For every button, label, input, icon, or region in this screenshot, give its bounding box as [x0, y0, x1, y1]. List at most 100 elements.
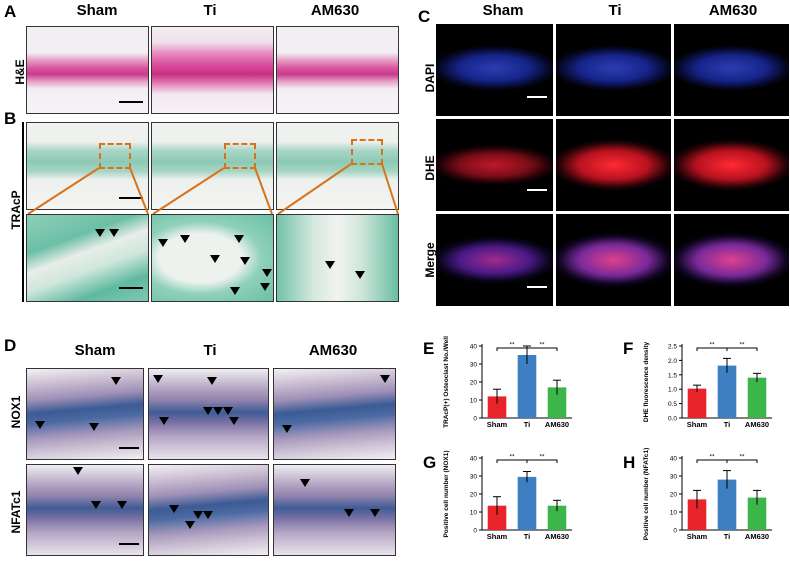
- bar-am630: [547, 505, 567, 530]
- y-tick-label: 0: [473, 528, 477, 535]
- merge-image-ti: [556, 214, 671, 306]
- column-header-sham-a: Sham: [76, 2, 118, 19]
- x-tick-label: Sham: [487, 420, 508, 429]
- x-tick-label: Ti: [724, 532, 731, 541]
- he-image-ti: [151, 26, 274, 114]
- y-tick-label: 0.5: [668, 401, 677, 408]
- column-header-am630-a: AM630: [310, 2, 360, 19]
- significance-label: **: [709, 342, 715, 349]
- y-tick-label: 2.5: [668, 344, 677, 351]
- arrowhead-marker: [109, 229, 119, 237]
- arrowhead-marker: [282, 425, 292, 433]
- column-header-ti-d: Ti: [203, 342, 217, 359]
- nfatc1-image-am630: [273, 464, 396, 556]
- y-tick-label: 0: [473, 416, 477, 423]
- arrowhead-marker: [153, 375, 163, 383]
- dhe-image-ti: [556, 119, 671, 211]
- chart-h: Positive cell number (NFATc1) 0 10 20 30 40 Sh…: [643, 448, 772, 541]
- arrowhead-marker: [111, 377, 121, 385]
- scale-bar: [527, 286, 547, 288]
- x-tick-label: Sham: [487, 532, 508, 541]
- arrowhead-marker: [230, 287, 240, 295]
- column-header-ti-c: Ti: [608, 2, 622, 19]
- y-tick-label: 30: [470, 362, 478, 369]
- arrowhead-marker: [95, 229, 105, 237]
- arrowhead-marker: [370, 509, 380, 517]
- arrowhead-marker: [91, 501, 101, 509]
- arrowhead-marker: [325, 261, 335, 269]
- chart-g: Positive cell number (NOX1) 0 10 20 30 40 Sham…: [443, 450, 572, 541]
- panel-label-b: B: [4, 109, 17, 128]
- arrowhead-marker: [207, 377, 217, 385]
- arrowhead-marker: [180, 235, 190, 243]
- y-axis-label: TRAcP(+) Osteoclast No./Well: [443, 336, 450, 428]
- arrowhead-marker: [234, 235, 244, 243]
- y-tick-label: 30: [670, 474, 678, 481]
- significance-label: **: [739, 454, 745, 461]
- column-header-ti-a: Ti: [203, 2, 217, 19]
- merge-image-sham: [436, 214, 553, 306]
- column-header-sham-c: Sham: [482, 2, 524, 19]
- trap-bracket: [22, 122, 24, 302]
- trap-image-ti-low: [151, 122, 274, 210]
- y-tick-label: 20: [470, 492, 478, 499]
- arrowhead-marker: [73, 467, 83, 475]
- arrowhead-marker: [260, 283, 270, 291]
- trap-image-am630-low: [276, 122, 399, 210]
- y-tick-label: 40: [470, 344, 478, 351]
- bar-sham: [687, 388, 707, 418]
- arrowhead-marker: [229, 417, 239, 425]
- scale-bar: [527, 96, 547, 98]
- panel-label-g: G: [423, 453, 437, 472]
- scale-bar: [119, 287, 143, 289]
- row-label-dhe: DHE: [423, 155, 437, 181]
- row-label-dapi: DAPI: [423, 63, 437, 93]
- arrowhead-marker: [380, 375, 390, 383]
- bar-ti: [517, 476, 537, 530]
- trap-image-sham-low: [26, 122, 149, 210]
- arrowhead-marker: [240, 257, 250, 265]
- y-tick-label: 1.5: [668, 372, 677, 379]
- y-tick-label: 0.0: [668, 416, 677, 423]
- nfatc1-image-sham: [26, 464, 144, 556]
- significance-label: **: [509, 342, 515, 349]
- panel-label-e: E: [423, 339, 435, 358]
- y-axis-label: DHE fluorescence density: [643, 342, 650, 423]
- x-tick-label: AM630: [745, 532, 769, 541]
- chart-e: TRAcP(+) Osteoclast No./Well 0 10 20 30 40 Sha…: [443, 336, 572, 429]
- bar-sham: [487, 396, 507, 418]
- x-tick-label: AM630: [545, 532, 569, 541]
- zoom-region-box: [224, 143, 256, 169]
- zoom-region-box: [351, 139, 383, 165]
- arrowhead-marker: [203, 511, 213, 519]
- bar-am630: [747, 377, 767, 418]
- arrowhead-marker: [89, 423, 99, 431]
- y-axis-label: Positive cell number (NOX1): [443, 450, 450, 537]
- significance-bracket: [726, 459, 758, 463]
- significance-label: **: [539, 454, 545, 461]
- he-image-sham: [26, 26, 149, 114]
- significance-label: **: [709, 454, 715, 461]
- significance-label: **: [509, 454, 515, 461]
- bar-sham: [487, 505, 507, 530]
- bar-ti: [717, 479, 737, 530]
- row-label-nfatc1: NFATc1: [9, 490, 23, 534]
- bar-sham: [687, 499, 707, 530]
- dapi-image-sham: [436, 24, 553, 116]
- scale-bar: [119, 197, 143, 199]
- arrowhead-marker: [344, 509, 354, 517]
- column-header-am630-d: AM630: [308, 342, 358, 359]
- significance-bracket: [526, 459, 558, 463]
- y-tick-label: 10: [470, 398, 478, 405]
- panel-label-c: C: [418, 7, 431, 26]
- bar-am630: [747, 497, 767, 530]
- significance-bracket: [526, 347, 558, 351]
- x-tick-label: Sham: [687, 532, 708, 541]
- scale-bar: [119, 447, 139, 449]
- column-header-sham-d: Sham: [74, 342, 116, 359]
- row-label-merge: Merge: [423, 242, 437, 278]
- significance-bracket: [726, 347, 758, 351]
- scale-bar: [119, 543, 139, 545]
- merge-image-am630: [674, 214, 789, 306]
- nox1-image-sham: [26, 368, 144, 460]
